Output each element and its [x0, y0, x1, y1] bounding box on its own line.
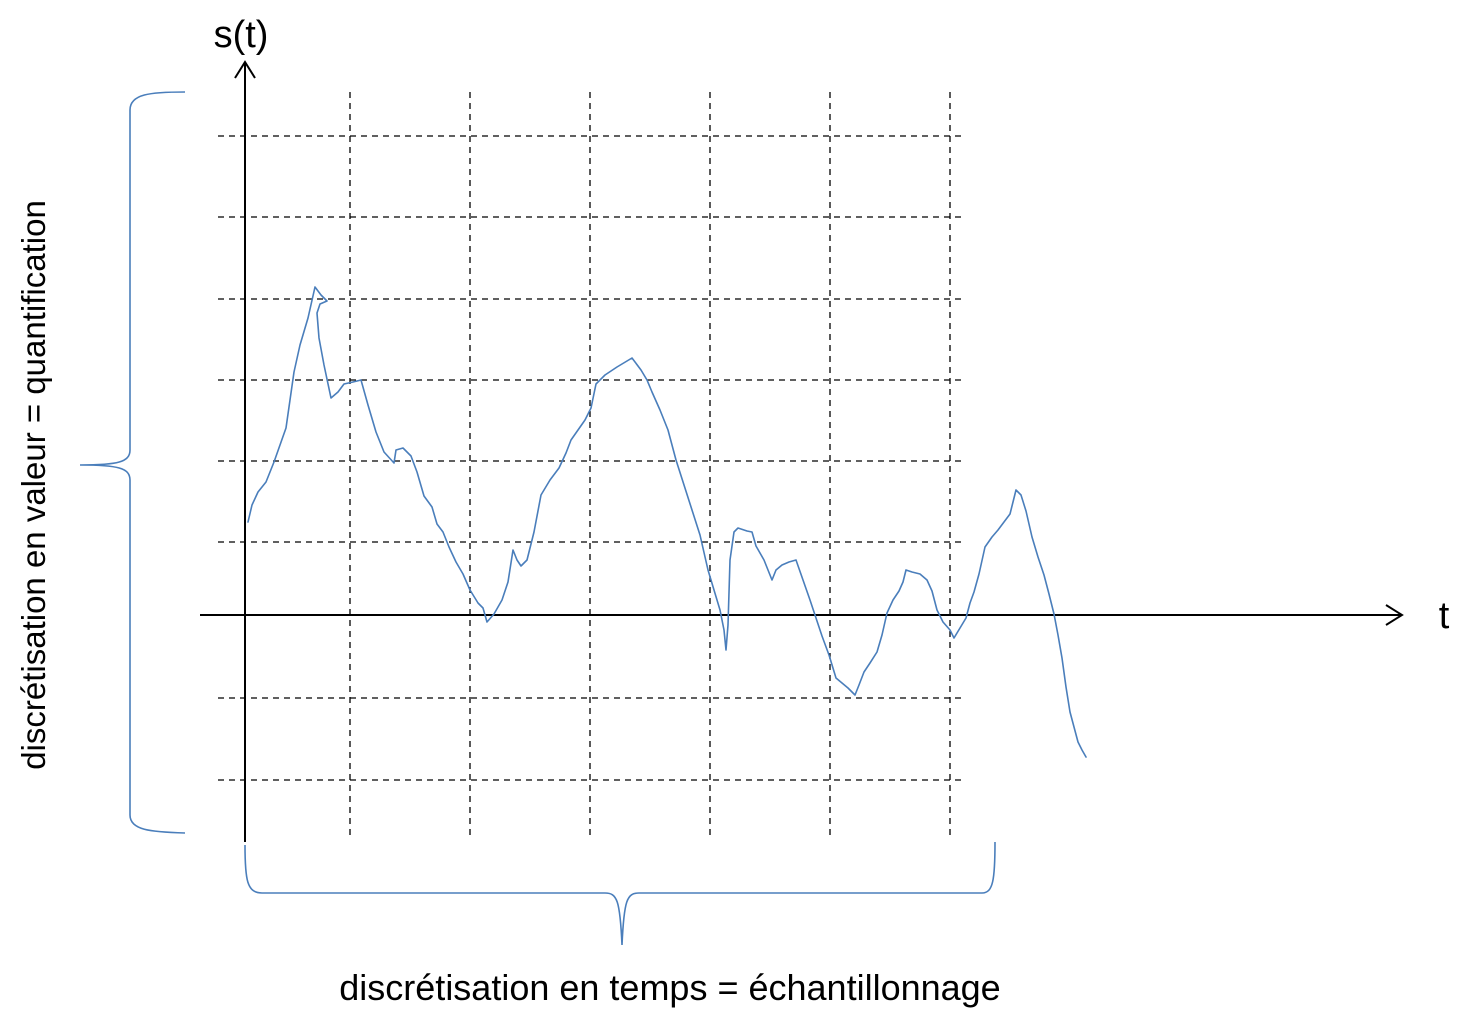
quantization-brace [79, 91, 186, 834]
quantization-label: discrétisation en valeur = quantificatio… [15, 200, 52, 770]
sampling-label: discrétisation en temps = échantillonnag… [339, 967, 1000, 1008]
sampling-brace [244, 841, 996, 946]
y-axis-label: s(t) [214, 14, 269, 56]
axes [200, 60, 1404, 842]
x-axis-label: t [1439, 595, 1450, 637]
quantization-grid-lines [218, 135, 966, 781]
sampling-grid-lines [349, 92, 951, 838]
x-axis-arrowhead [1385, 604, 1404, 626]
y-axis-arrowhead [234, 60, 256, 79]
signal-curve [247, 286, 1087, 758]
